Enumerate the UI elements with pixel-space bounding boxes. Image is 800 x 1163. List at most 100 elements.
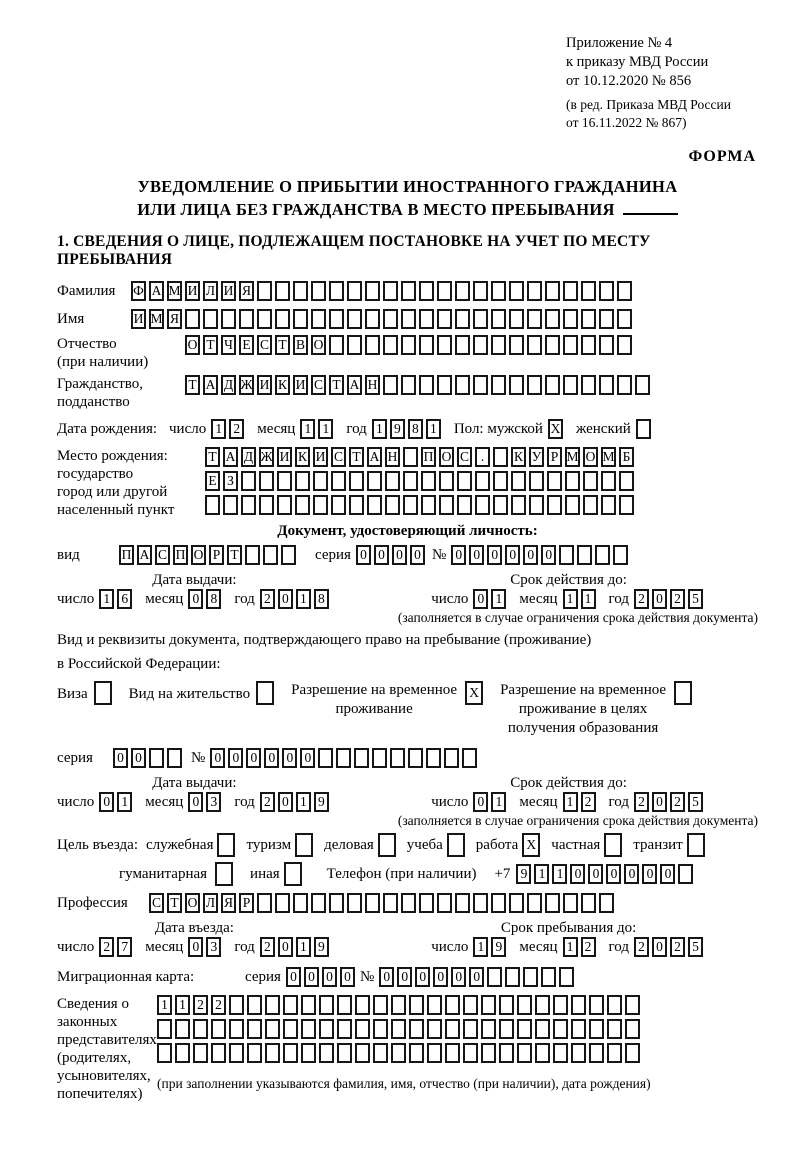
char-box[interactable] [239, 309, 254, 329]
char-box[interactable]: Т [227, 545, 242, 565]
char-box[interactable]: X [547, 419, 563, 439]
char-box[interactable] [427, 1019, 442, 1039]
char-box[interactable] [385, 495, 400, 515]
char-box[interactable] [295, 471, 310, 491]
char-box[interactable] [295, 833, 314, 857]
char-box[interactable] [589, 1019, 604, 1039]
char-box[interactable]: 0 [355, 545, 371, 565]
char-box[interactable] [462, 748, 478, 768]
char-box[interactable]: М [565, 447, 580, 467]
char-box[interactable] [257, 281, 272, 301]
char-box[interactable] [331, 495, 346, 515]
char-box[interactable] [331, 471, 346, 491]
char-box[interactable] [583, 495, 598, 515]
char-box[interactable] [678, 864, 694, 884]
char-box[interactable] [257, 309, 272, 329]
char-box[interactable]: 0 [660, 864, 676, 884]
char-box[interactable] [511, 495, 526, 515]
char-box[interactable] [311, 893, 326, 913]
char-box[interactable]: 1 [175, 995, 190, 1015]
char-box[interactable]: 0 [433, 967, 449, 987]
char-box[interactable]: 2 [670, 792, 685, 812]
char-box[interactable]: О [185, 893, 200, 913]
char-box[interactable] [193, 1019, 208, 1039]
char-box[interactable]: Б [619, 447, 634, 467]
char-box[interactable] [571, 1043, 586, 1063]
char-box[interactable] [437, 335, 452, 355]
char-box[interactable] [437, 375, 452, 395]
char-box[interactable] [563, 375, 578, 395]
char-box[interactable] [509, 281, 524, 301]
char-box[interactable] [509, 375, 524, 395]
char-box[interactable] [541, 967, 557, 987]
char-box[interactable] [613, 545, 629, 565]
char-box[interactable] [437, 281, 452, 301]
char-box[interactable]: 0 [277, 937, 293, 957]
char-box[interactable] [401, 893, 416, 913]
char-box[interactable]: 0 [469, 545, 485, 565]
char-box[interactable]: 0 [379, 967, 395, 987]
char-box[interactable] [463, 1043, 478, 1063]
char-box[interactable] [211, 1019, 226, 1039]
char-box[interactable] [455, 335, 470, 355]
char-box[interactable] [553, 995, 568, 1015]
char-box[interactable] [355, 1043, 370, 1063]
char-box[interactable] [377, 833, 396, 857]
char-box[interactable]: 0 [487, 545, 503, 565]
char-box[interactable] [385, 471, 400, 491]
char-box[interactable]: 0 [588, 864, 604, 884]
char-box[interactable]: 2 [259, 792, 275, 812]
char-box[interactable] [581, 281, 596, 301]
char-box[interactable]: 0 [391, 545, 407, 565]
char-box[interactable] [589, 1043, 604, 1063]
char-box[interactable] [390, 748, 406, 768]
char-box[interactable]: Л [203, 893, 218, 913]
char-box[interactable] [409, 995, 424, 1015]
char-box[interactable] [445, 1043, 460, 1063]
char-box[interactable] [319, 1043, 334, 1063]
char-box[interactable] [607, 995, 622, 1015]
char-box[interactable] [311, 281, 326, 301]
char-box[interactable]: 2 [259, 589, 275, 609]
char-box[interactable] [373, 1043, 388, 1063]
char-box[interactable]: 1 [491, 589, 507, 609]
char-box[interactable]: Т [349, 447, 364, 467]
char-box[interactable]: 0 [285, 967, 301, 987]
char-box[interactable] [241, 471, 256, 491]
char-box[interactable]: 5 [688, 937, 703, 957]
char-box[interactable]: С [311, 375, 326, 395]
char-box[interactable]: Я [167, 309, 182, 329]
char-box[interactable]: 0 [303, 967, 319, 987]
char-box[interactable]: М [149, 309, 164, 329]
char-box[interactable] [527, 375, 542, 395]
char-box[interactable]: Н [365, 375, 380, 395]
char-box[interactable] [625, 995, 640, 1015]
char-box[interactable] [499, 1043, 514, 1063]
char-box[interactable] [265, 1043, 280, 1063]
char-box[interactable] [347, 893, 362, 913]
char-box[interactable] [245, 545, 260, 565]
char-box[interactable]: 0 [409, 545, 425, 565]
char-box[interactable] [601, 471, 616, 491]
char-box[interactable] [275, 281, 290, 301]
char-box[interactable] [275, 893, 290, 913]
char-box[interactable] [455, 893, 470, 913]
char-box[interactable]: 0 [397, 967, 413, 987]
char-box[interactable] [383, 335, 398, 355]
char-box[interactable]: 0 [570, 864, 586, 884]
char-box[interactable]: 0 [541, 545, 557, 565]
char-box[interactable]: 0 [469, 967, 485, 987]
char-box[interactable] [229, 1019, 244, 1039]
char-box[interactable]: Р [547, 447, 562, 467]
char-box[interactable] [475, 471, 490, 491]
char-box[interactable]: 1 [295, 589, 311, 609]
char-box[interactable] [403, 471, 418, 491]
char-box[interactable]: 1 [425, 419, 441, 439]
char-box[interactable] [527, 281, 542, 301]
char-box[interactable]: П [173, 545, 188, 565]
char-box[interactable]: 2 [211, 995, 226, 1015]
char-box[interactable] [491, 893, 506, 913]
char-box[interactable]: 0 [473, 589, 489, 609]
char-box[interactable]: 3 [206, 937, 222, 957]
char-box[interactable]: Т [205, 447, 220, 467]
